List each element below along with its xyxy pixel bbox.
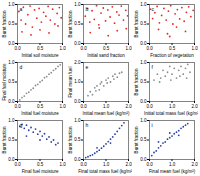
svg-text:Final total mass fuel (kg/m²): Final total mass fuel (kg/m²): [78, 169, 132, 174]
svg-text:1.0: 1.0: [140, 118, 147, 123]
svg-text:0.5: 0.5: [74, 21, 81, 26]
svg-text:1.0: 1.0: [191, 46, 198, 51]
svg-text:0.5: 0.5: [103, 46, 110, 51]
svg-text:0.0: 0.0: [14, 162, 21, 167]
svg-text:1.0: 1.0: [169, 104, 176, 109]
svg-text:c: c: [152, 6, 155, 12]
svg-text:Burnt fraction: Burnt fraction: [134, 10, 139, 37]
svg-text:a: a: [20, 6, 23, 12]
svg-text:0.5: 0.5: [140, 137, 147, 142]
svg-text:1.0: 1.0: [74, 79, 81, 84]
svg-text:h: h: [86, 122, 89, 128]
svg-text:Final fuel moisture: Final fuel moisture: [2, 63, 7, 100]
svg-text:0.5: 0.5: [37, 104, 44, 109]
svg-text:1.0: 1.0: [125, 46, 132, 51]
svg-text:0.0: 0.0: [140, 156, 147, 162]
svg-text:0.0: 0.0: [74, 98, 81, 104]
svg-text:1.0: 1.0: [59, 162, 66, 167]
svg-text:Final fuel moisture: Final fuel moisture: [22, 169, 59, 174]
svg-text:Burnt fraction: Burnt fraction: [68, 126, 73, 153]
svg-text:Burnt fraction: Burnt fraction: [2, 10, 7, 37]
svg-text:0.5: 0.5: [8, 79, 15, 84]
svg-text:0.0: 0.0: [146, 46, 153, 51]
svg-text:1.0: 1.0: [140, 60, 147, 65]
svg-text:0.0: 0.0: [80, 46, 87, 51]
svg-text:1.0: 1.0: [8, 118, 15, 123]
svg-text:0.5: 0.5: [74, 137, 81, 142]
svg-text:2.0: 2.0: [74, 60, 81, 65]
svg-text:0.0: 0.0: [80, 104, 87, 109]
svg-text:Burnt fraction: Burnt fraction: [134, 126, 139, 153]
svg-text:Fraction of vegetation: Fraction of vegetation: [150, 53, 194, 58]
svg-text:0.0: 0.0: [14, 46, 21, 51]
svg-text:0.5: 0.5: [169, 46, 176, 51]
svg-text:1.0: 1.0: [59, 104, 66, 109]
svg-text:Initial sand fraction: Initial sand fraction: [87, 53, 125, 58]
svg-text:0.5: 0.5: [37, 162, 44, 167]
svg-text:f: f: [152, 64, 154, 70]
svg-text:0.5: 0.5: [8, 21, 15, 26]
svg-text:0.0: 0.0: [14, 104, 21, 109]
svg-text:1.0: 1.0: [8, 2, 15, 7]
svg-text:0.0: 0.0: [74, 156, 81, 162]
svg-text:0.0: 0.0: [140, 40, 147, 46]
svg-text:0.0: 0.0: [74, 40, 81, 46]
svg-text:0.5: 0.5: [140, 21, 147, 26]
svg-text:Initial total mass fuel (kg/m²: Initial total mass fuel (kg/m²): [144, 111, 198, 116]
svg-text:Final mean fuel: Final mean fuel: [68, 67, 73, 98]
svg-text:1.0: 1.0: [74, 118, 81, 123]
svg-text:1.0: 1.0: [169, 162, 176, 167]
svg-text:1.0: 1.0: [8, 60, 15, 65]
svg-text:g: g: [20, 122, 23, 128]
svg-text:0.0: 0.0: [140, 98, 147, 104]
svg-text:Burnt fraction: Burnt fraction: [68, 10, 73, 37]
svg-text:e: e: [86, 64, 89, 70]
svg-text:d: d: [20, 64, 23, 70]
svg-text:1.0: 1.0: [140, 2, 147, 7]
svg-text:i: i: [152, 122, 153, 128]
svg-text:1.0: 1.0: [103, 162, 110, 167]
svg-text:0.5: 0.5: [8, 137, 15, 142]
svg-text:0.5: 0.5: [140, 79, 147, 84]
svg-text:2.0: 2.0: [125, 162, 132, 167]
svg-text:1.0: 1.0: [59, 46, 66, 51]
svg-text:0.5: 0.5: [37, 46, 44, 51]
svg-text:Initial fuel moisture: Initial fuel moisture: [21, 111, 59, 116]
svg-text:0.0: 0.0: [8, 40, 15, 46]
svg-text:Initial soil moisture: Initial soil moisture: [21, 53, 59, 58]
svg-text:0.0: 0.0: [146, 104, 153, 109]
svg-text:b: b: [86, 6, 89, 12]
svg-text:0.0: 0.0: [8, 156, 15, 162]
svg-text:Burnt fraction: Burnt fraction: [2, 126, 7, 153]
svg-text:1.0: 1.0: [103, 104, 110, 109]
svg-text:1.0: 1.0: [74, 2, 81, 7]
svg-text:2.0: 2.0: [191, 162, 198, 167]
svg-text:0.0: 0.0: [80, 162, 87, 167]
svg-text:2.0: 2.0: [191, 104, 198, 109]
svg-text:Final mean fuel (kg/m²): Final mean fuel (kg/m²): [149, 169, 196, 174]
svg-text:2.0: 2.0: [125, 104, 132, 109]
svg-text:Initial mean fuel (kg/m²): Initial mean fuel (kg/m²): [82, 111, 130, 116]
svg-text:0.0: 0.0: [146, 162, 153, 167]
svg-text:0.0: 0.0: [8, 98, 15, 104]
svg-text:Burnt fraction: Burnt fraction: [134, 68, 139, 95]
